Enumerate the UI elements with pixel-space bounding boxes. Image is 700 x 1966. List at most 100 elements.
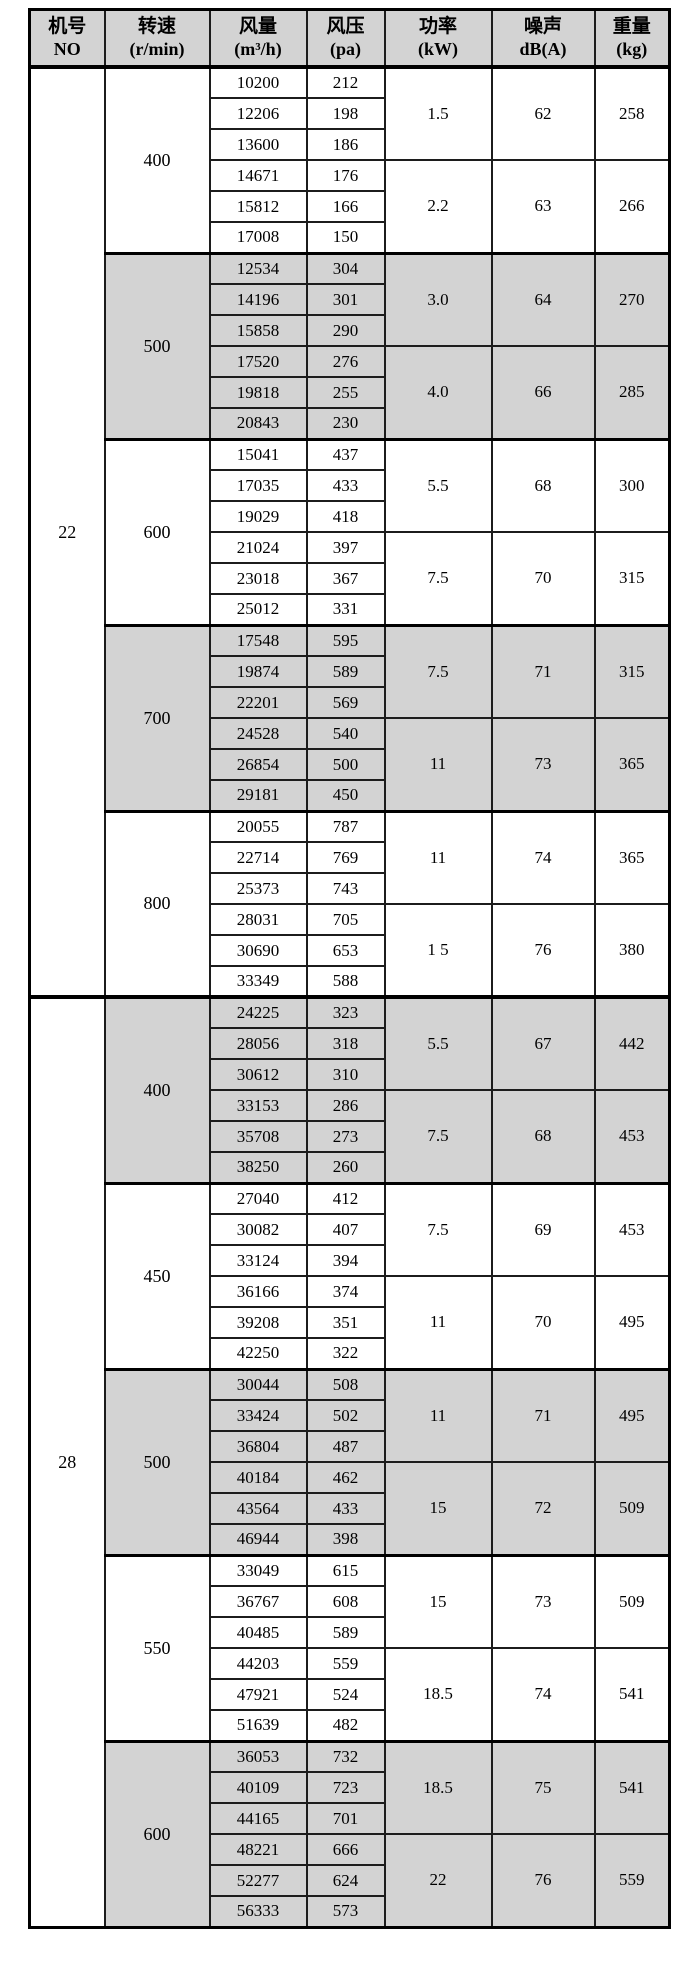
airflow-cell: 52277	[208, 1864, 308, 1897]
table-row: 14196 301	[30, 283, 670, 316]
airflow-cell: 38250	[208, 1151, 308, 1184]
pressure-cell: 212	[305, 65, 386, 99]
table-row: 30082 407	[30, 1213, 670, 1246]
header-cell-weight: 重量 (kg)	[593, 8, 671, 69]
pressure-cell: 615	[305, 1553, 386, 1587]
table-row: 800 20055 787 11 74 365	[30, 809, 671, 998]
pressure-cell: 273	[305, 1120, 386, 1153]
pressure-cell: 276	[305, 345, 386, 378]
power-cell: 7.5	[383, 1089, 493, 1184]
table-row: 44165 701	[30, 1802, 670, 1835]
table-row: 26854 500	[30, 748, 670, 781]
pressure-cell: 367	[305, 562, 386, 595]
airflow-cell: 36166	[208, 1275, 308, 1308]
power-cell: 18.5	[383, 1647, 493, 1742]
power-cell: 5.5	[383, 437, 493, 533]
pressure-cell: 301	[305, 283, 386, 316]
pressure-cell: 743	[305, 872, 386, 905]
table-row: 40109 723	[30, 1771, 670, 1804]
speed-cell: 500	[103, 251, 211, 440]
speed-cell: 700	[103, 623, 211, 812]
table-row: 600 36053 732 18.5 75 541	[30, 1739, 671, 1928]
table-row: 33124 394	[30, 1244, 670, 1277]
airflow-cell: 44203	[208, 1647, 308, 1680]
pressure-cell: 397	[305, 531, 386, 564]
pressure-cell: 374	[305, 1275, 386, 1308]
airflow-cell: 47921	[208, 1678, 308, 1711]
airflow-cell: 15858	[208, 314, 308, 347]
airflow-cell: 25012	[208, 593, 308, 626]
airflow-cell: 44165	[208, 1802, 308, 1835]
pressure-cell: 508	[305, 1367, 386, 1401]
pressure-cell: 502	[305, 1399, 386, 1432]
pressure-cell: 705	[305, 903, 386, 936]
pressure-cell: 524	[305, 1678, 386, 1711]
airflow-cell: 15041	[208, 437, 308, 471]
airflow-cell: 17520	[208, 345, 308, 378]
pressure-cell: 595	[305, 623, 386, 657]
airflow-cell: 56333	[208, 1895, 308, 1928]
fan-spec-table: 机号 NO 转速 (r/min) 风量 (m³/h) 风压 (pa) 功率 (kW) 噪声 dB(A)…	[28, 8, 671, 1929]
table-row: 52277 624	[30, 1864, 670, 1897]
airflow-cell: 14671	[208, 159, 308, 192]
header-unit: (kg)	[616, 38, 648, 59]
header-title: 机号	[48, 16, 87, 38]
weight-cell: 315	[593, 531, 671, 626]
noise-cell: 68	[490, 437, 596, 533]
weight-cell: 365	[593, 809, 671, 905]
airflow-cell: 22201	[208, 686, 308, 719]
weight-cell: 315	[593, 623, 671, 719]
table-row: 550 33049 615 15 73 509	[30, 1553, 671, 1742]
airflow-cell: 25373	[208, 872, 308, 905]
table-row: 29181 450	[30, 779, 670, 812]
pressure-cell: 290	[305, 314, 386, 347]
power-cell: 11	[383, 717, 493, 812]
table-row: 19874 589	[30, 655, 670, 688]
airflow-cell: 24528	[208, 717, 308, 750]
airflow-cell: 39208	[208, 1306, 308, 1339]
airflow-cell: 15812	[208, 190, 308, 223]
airflow-cell: 33124	[208, 1244, 308, 1277]
power-cell: 3.0	[383, 251, 493, 347]
header-title: 功率	[418, 16, 457, 38]
header-unit: dB(A)	[519, 38, 567, 59]
airflow-cell: 21024	[208, 531, 308, 564]
airflow-cell: 33049	[208, 1553, 308, 1587]
noise-cell: 70	[490, 531, 596, 626]
table-row: 15812 166	[30, 190, 670, 223]
pressure-cell: 351	[305, 1306, 386, 1339]
weight-cell: 442	[593, 995, 671, 1091]
speed-cell: 400	[103, 995, 211, 1184]
table-row: 33349 588	[30, 965, 670, 998]
speed-cell: 600	[103, 1739, 211, 1928]
table-row: 12206 198	[30, 97, 670, 130]
power-cell: 7.5	[383, 531, 493, 626]
airflow-cell: 22714	[208, 841, 308, 874]
pressure-cell: 559	[305, 1647, 386, 1680]
table-row: 21024 397 7.5 70 315	[30, 531, 671, 626]
airflow-cell: 36804	[208, 1430, 308, 1463]
noise-cell: 63	[490, 159, 596, 254]
table-row: 15858 290	[30, 314, 670, 347]
weight-cell: 541	[593, 1739, 671, 1835]
table-row: 19818 255	[30, 376, 670, 409]
pressure-cell: 732	[305, 1739, 386, 1773]
table-row: 36166 374 11 70 495	[30, 1275, 671, 1370]
noise-cell: 71	[490, 623, 596, 719]
header-row: 机号 NO 转速 (r/min) 风量 (m³/h) 风压 (pa) 功率 (kW) 噪声 dB(A)…	[28, 8, 671, 69]
airflow-cell: 48221	[208, 1833, 308, 1866]
noise-cell: 76	[490, 1833, 596, 1928]
airflow-cell: 12206	[208, 97, 308, 130]
table-row: 28031 705 1 5 76 380	[30, 903, 671, 998]
header-title: 重量	[612, 16, 651, 38]
airflow-cell: 19029	[208, 500, 308, 533]
table-row: 13600 186	[30, 128, 670, 161]
airflow-cell: 19818	[208, 376, 308, 409]
table-body: 22 400 10200 212 1.5 62 258 12206 198 13600 186 146…	[28, 65, 671, 1928]
pressure-cell: 569	[305, 686, 386, 719]
speed-cell: 550	[103, 1553, 211, 1742]
pressure-cell: 653	[305, 934, 386, 967]
pressure-cell: 286	[305, 1089, 386, 1122]
weight-cell: 285	[593, 345, 671, 440]
table-row: 48221 666 22 76 559	[30, 1833, 671, 1928]
